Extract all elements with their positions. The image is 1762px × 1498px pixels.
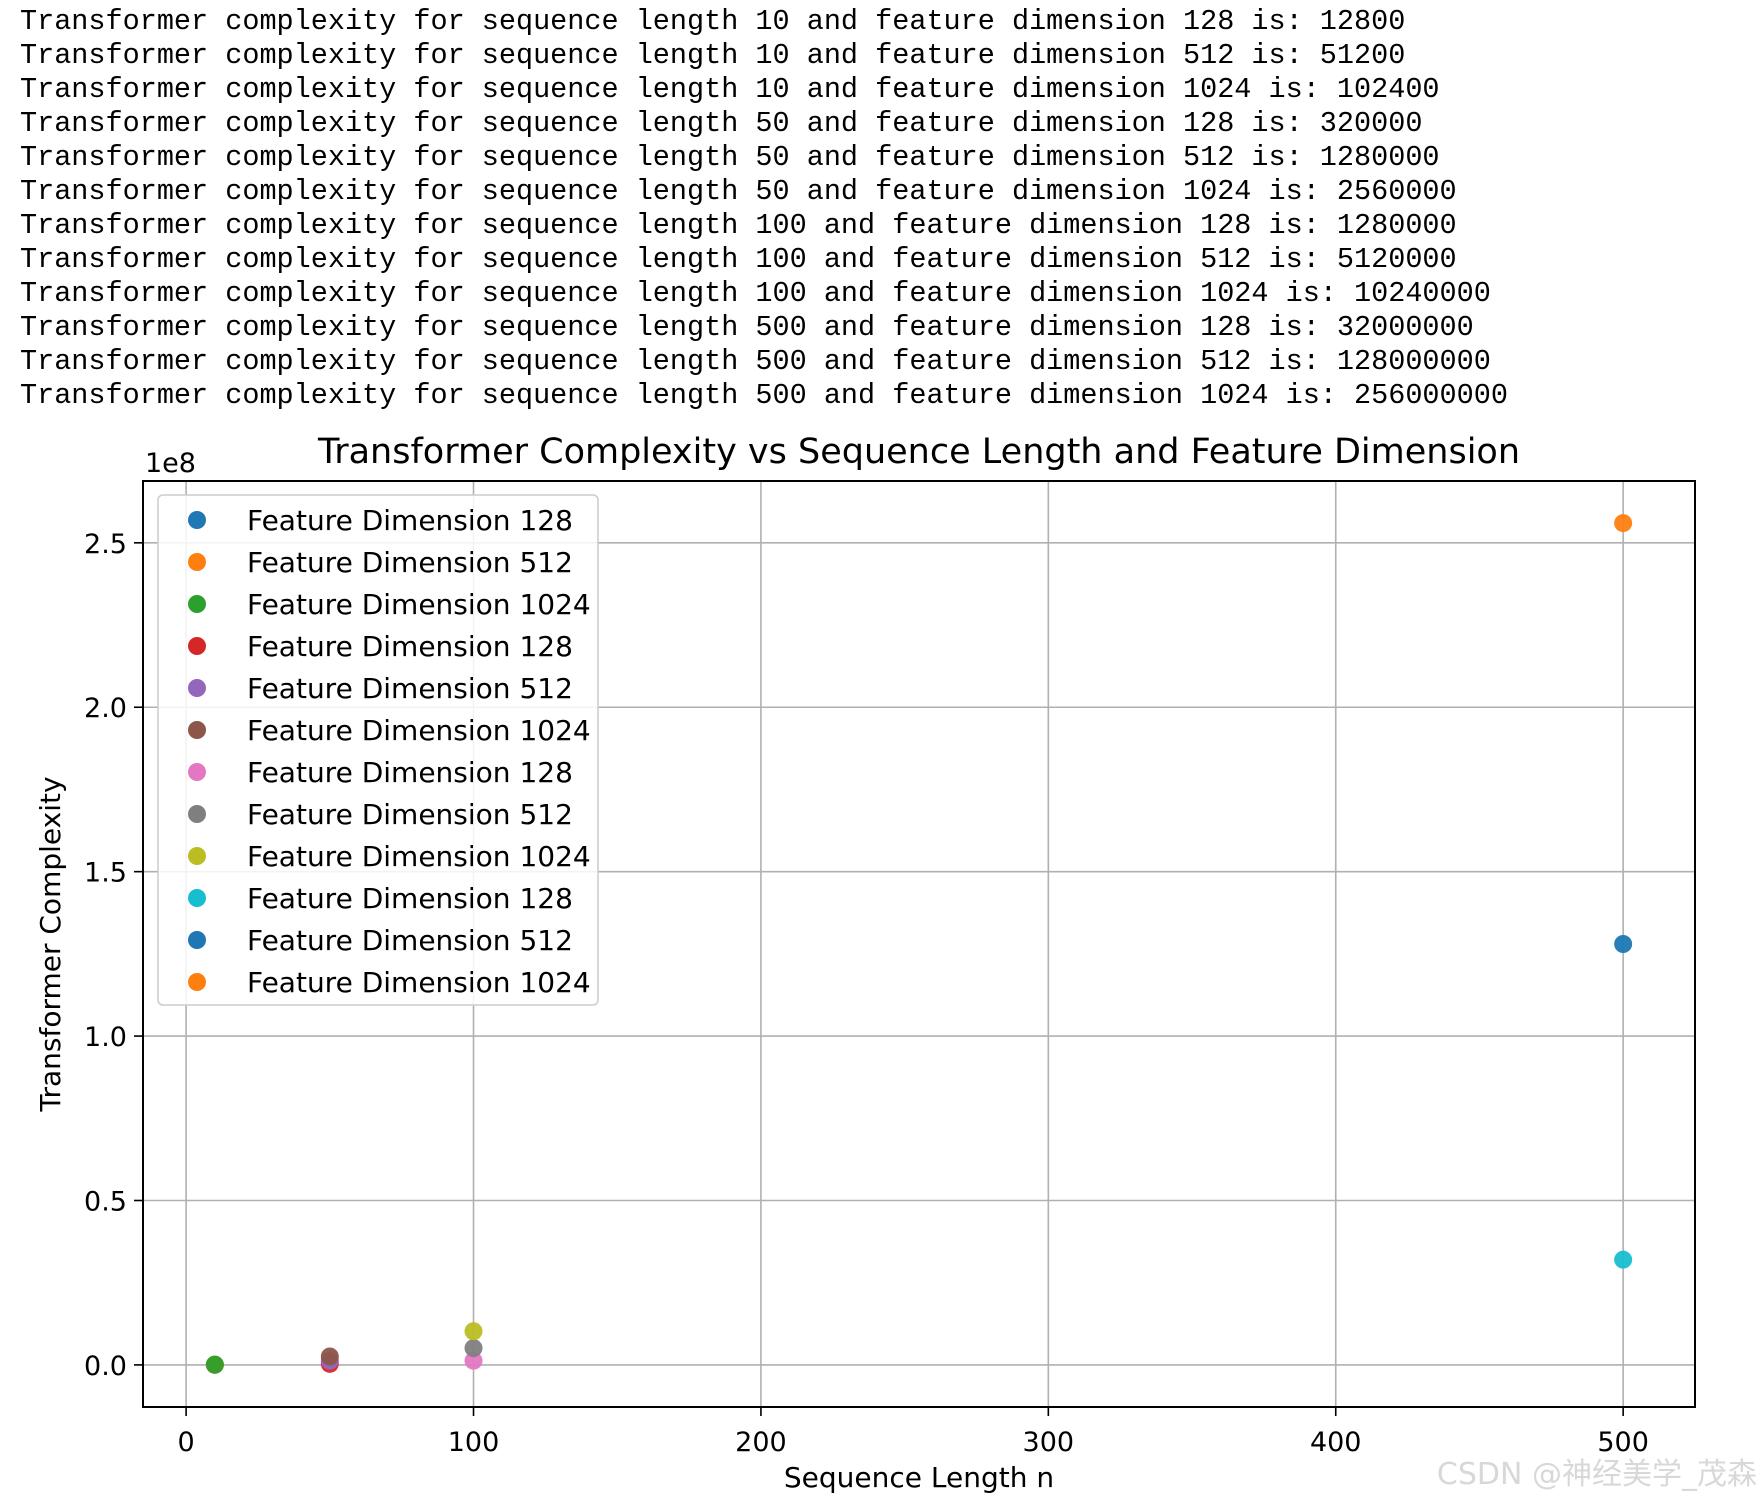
x-axis-label: Sequence Length n [784,1461,1054,1494]
legend-box [157,494,599,1006]
console-line: Transformer complexity for sequence leng… [20,5,1406,38]
y-tick-label: 1.5 [84,858,127,889]
legend-label: Feature Dimension 512 [247,924,573,957]
legend-marker [188,805,206,823]
x-tick-label: 200 [735,1427,787,1458]
legend-marker [188,679,206,697]
axis-ticks: 0 100 200 300 400 500 0.0 0.5 1.0 1.5 2.0 2.5 [84,529,1649,1458]
x-tick-label: 300 [1023,1427,1075,1458]
console-line: Transformer complexity for sequence leng… [20,311,1474,344]
legend-label: Feature Dimension 512 [247,798,573,831]
legend-label: Feature Dimension 1024 [247,588,591,621]
console-line: Transformer complexity for sequence leng… [20,379,1508,412]
legend-marker [188,889,206,907]
console-line: Transformer complexity for sequence leng… [20,345,1491,378]
legend-marker [188,931,206,949]
legend-marker [188,637,206,655]
x-tick-label: 500 [1597,1427,1649,1458]
x-tick-label: 400 [1310,1427,1362,1458]
console-line: Transformer complexity for sequence leng… [20,209,1457,242]
y-tick-label: 2.0 [84,693,127,724]
legend-marker [188,763,206,781]
data-point [464,1322,483,1341]
legend-marker [188,721,206,739]
legend-label: Feature Dimension 128 [247,504,573,537]
legend-label: Feature Dimension 1024 [247,966,591,999]
console-line: Transformer complexity for sequence leng… [20,277,1491,310]
console-line: Transformer complexity for sequence leng… [20,243,1457,276]
console-output: Transformer complexity for sequence leng… [20,5,1740,413]
x-tick-label: 0 [178,1427,195,1458]
data-point [320,1347,339,1366]
legend-label: Feature Dimension 128 [247,630,573,663]
console-line: Transformer complexity for sequence leng… [20,39,1406,72]
data-points [205,514,1633,1374]
data-point [1614,1250,1633,1269]
y-tick-label: 0.0 [84,1351,127,1382]
legend-marker [188,847,206,865]
x-tick-label: 100 [448,1427,500,1458]
legend: Feature Dimension 128 Feature Dimension 5… [157,494,599,1006]
data-point [464,1339,483,1358]
y-axis-offset-label: 1e8 [145,448,196,479]
legend-label: Feature Dimension 512 [247,672,573,705]
y-tick-label: 1.0 [84,1022,127,1053]
legend-label: Feature Dimension 128 [247,756,573,789]
legend-marker [188,973,206,991]
console-line: Transformer complexity for sequence leng… [20,73,1440,106]
chart-title: Transformer Complexity vs Sequence Lengt… [317,432,1520,472]
legend-marker [188,595,206,613]
console-line: Transformer complexity for sequence leng… [20,175,1457,208]
y-tick-label: 0.5 [84,1186,127,1217]
y-axis-label: Transformer Complexity [34,776,67,1112]
data-point [1614,514,1633,533]
console-line: Transformer complexity for sequence leng… [20,141,1440,174]
y-tick-label: 2.5 [84,529,127,560]
legend-label: Feature Dimension 1024 [247,714,591,747]
data-point [1614,935,1633,953]
plot-frame [142,480,1696,1408]
legend-label: Feature Dimension 128 [247,882,573,915]
data-point [205,1355,224,1374]
data-point [464,1351,483,1370]
watermark: CSDN @神经美学_茂森 [1437,1457,1757,1492]
legend-marker [188,553,206,571]
console-line: Transformer complexity for sequence leng… [20,107,1423,140]
legend-label: Feature Dimension 1024 [247,840,591,873]
legend-marker [188,511,206,529]
legend-label: Feature Dimension 512 [247,546,573,579]
